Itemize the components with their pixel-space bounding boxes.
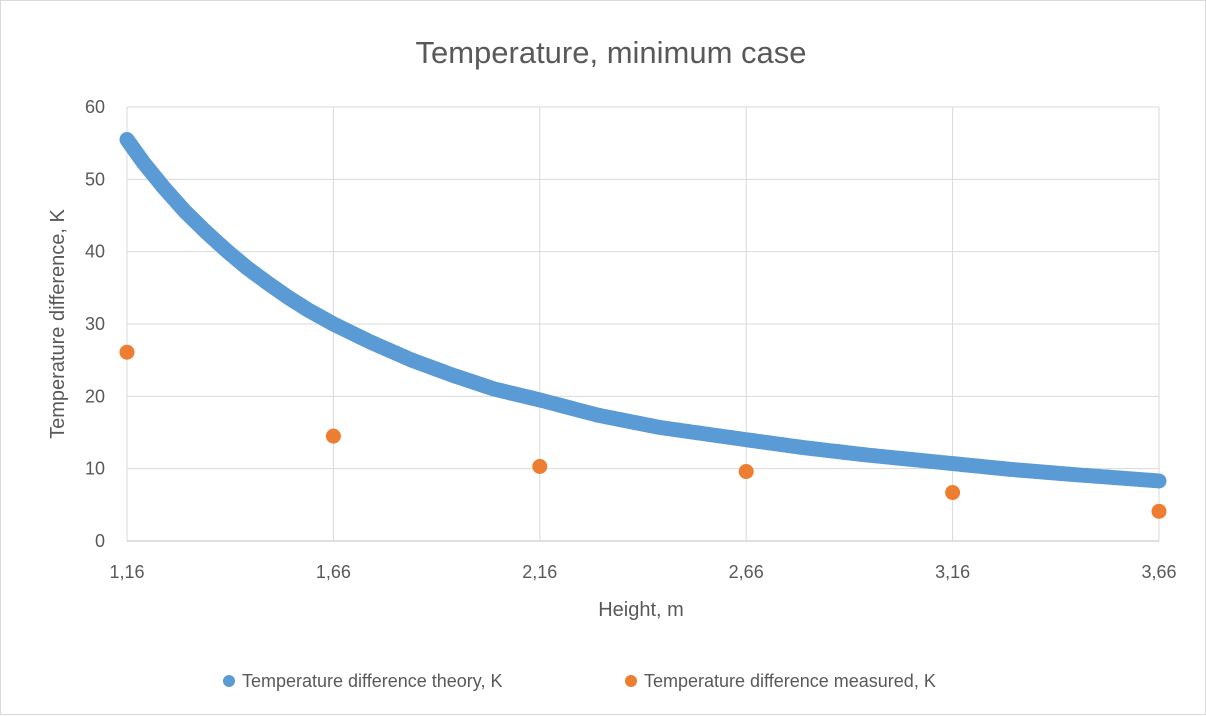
y-tick-label: 30 [85,314,105,334]
legend-label-measured: Temperature difference measured, K [644,671,936,691]
x-tick-label: 3,66 [1141,562,1176,582]
axis-ticks: 0 10 20 30 40 50 60 1,16 1,66 2,16 2,66 3,16 3,66 [85,97,1177,582]
gridlines [126,106,1160,542]
series-measured [119,344,1167,519]
series-theory [119,132,1167,489]
y-tick-label: 50 [85,169,105,189]
legend-item-theory: Temperature difference theory, K [223,671,502,691]
y-tick-label: 60 [85,97,105,117]
measured-point [532,458,548,474]
x-tick-label: 1,16 [109,562,144,582]
legend-item-measured: Temperature difference measured, K [625,671,936,691]
x-tick-label: 2,66 [729,562,764,582]
y-tick-label: 20 [85,386,105,406]
y-axis-title: Temperature difference, K [47,208,69,438]
measured-point [119,344,135,360]
theory-point [1151,473,1167,489]
measured-point [325,428,341,444]
x-axis-title: Height, m [598,599,684,621]
legend-label-theory: Temperature difference theory, K [242,671,502,691]
measured-point [945,485,961,501]
measured-point [738,464,754,480]
measured-point [1151,503,1167,519]
x-tick-label: 1,66 [316,562,351,582]
legend-marker-theory [223,675,235,687]
chart-title: Temperature, minimum case [415,35,806,70]
y-tick-label: 40 [85,242,105,262]
y-tick-label: 10 [85,459,105,479]
x-tick-label: 2,16 [522,562,557,582]
legend-marker-measured [625,675,637,687]
plot-area [119,132,1167,519]
x-tick-label: 3,16 [935,562,970,582]
legend: Temperature difference theory, K Tempera… [223,671,936,691]
y-tick-label: 0 [95,531,105,551]
